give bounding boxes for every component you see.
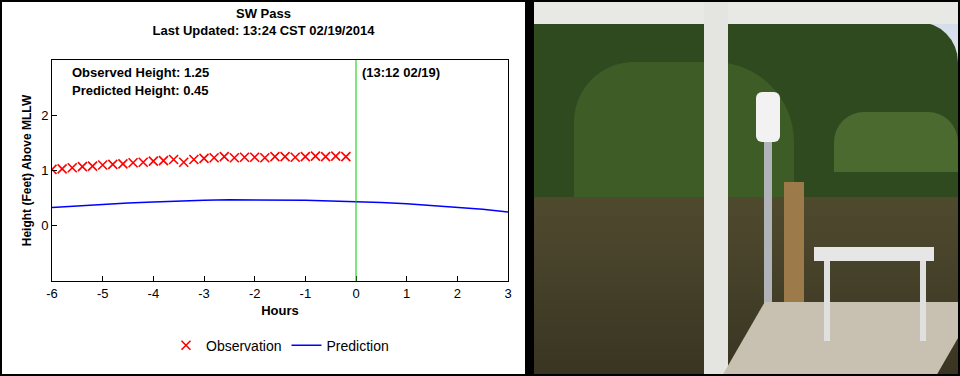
svg-text:Observed Height: 1.25: Observed Height: 1.25 [72, 65, 209, 80]
svg-text:2: 2 [454, 286, 461, 301]
svg-text:2: 2 [41, 108, 48, 123]
svg-text:-4: -4 [148, 286, 160, 301]
svg-text:Observation: Observation [206, 338, 281, 354]
svg-text:3: 3 [504, 286, 511, 301]
svg-text:0: 0 [352, 286, 359, 301]
svg-text:1: 1 [403, 286, 410, 301]
svg-text:-1: -1 [300, 286, 312, 301]
svg-text:-3: -3 [198, 286, 210, 301]
svg-text:1: 1 [41, 163, 48, 178]
svg-text:Predicted Height: 0.45: Predicted Height: 0.45 [72, 83, 209, 98]
svg-text:-6: -6 [46, 286, 58, 301]
svg-text:Height (Feet) Above MLLW: Height (Feet) Above MLLW [20, 94, 34, 246]
svg-text:0: 0 [41, 218, 48, 233]
svg-text:-5: -5 [97, 286, 109, 301]
svg-text:SW PassLast Updated: 13:24 CST: SW PassLast Updated: 13:24 CST 02/19/201… [153, 6, 376, 38]
svg-text:-2: -2 [249, 286, 261, 301]
svg-text:Prediction: Prediction [326, 338, 388, 354]
svg-text:Hours: Hours [261, 303, 299, 318]
svg-text:(13:12 02/19): (13:12 02/19) [362, 65, 440, 80]
